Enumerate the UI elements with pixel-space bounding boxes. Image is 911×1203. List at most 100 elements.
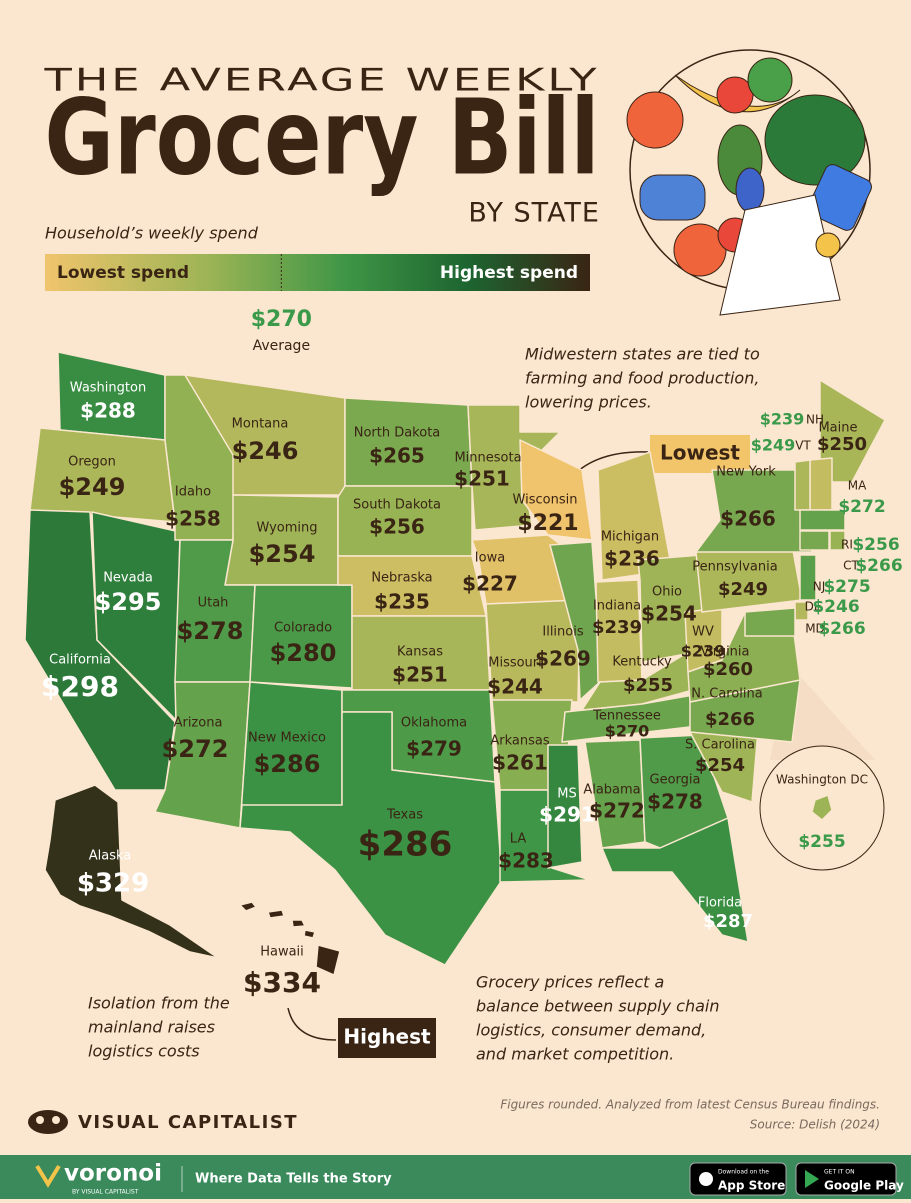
state-name: RI bbox=[841, 538, 853, 552]
state-name: DE bbox=[805, 600, 822, 614]
state-name: Oregon bbox=[68, 455, 116, 470]
state bbox=[485, 599, 581, 703]
source: Source: Delish (2024) bbox=[750, 1118, 880, 1132]
state-value: $258 bbox=[165, 507, 221, 531]
state-name: Alabama bbox=[583, 783, 640, 798]
state-name: Nevada bbox=[103, 571, 153, 586]
map: Washington $288 Oregon $249 California $298 Ne… bbox=[24, 351, 903, 999]
state-name: Iowa bbox=[475, 551, 505, 566]
app-store: App Store bbox=[718, 1179, 785, 1193]
state-name: Wyoming bbox=[256, 521, 317, 536]
state-value: $286 bbox=[254, 750, 321, 778]
state-value: $272 bbox=[162, 735, 229, 763]
state-value: $227 bbox=[462, 572, 518, 596]
state-value: $256 bbox=[369, 515, 425, 539]
state-name: S. Carolina bbox=[685, 738, 755, 753]
state-name: CT bbox=[843, 559, 859, 573]
state bbox=[499, 789, 591, 883]
state-value: $254 bbox=[249, 540, 316, 568]
state bbox=[829, 530, 846, 551]
state bbox=[794, 459, 811, 511]
state-name: Missouri bbox=[488, 656, 542, 671]
state-value: $246 bbox=[232, 437, 299, 465]
note-line: Isolation from the bbox=[88, 994, 230, 1013]
voronoi-mark bbox=[35, 1164, 61, 1188]
state-value: $270 bbox=[605, 722, 650, 741]
state-value: $246 bbox=[812, 597, 859, 617]
note-line: and market competition. bbox=[476, 1045, 674, 1064]
state-value: $244 bbox=[487, 675, 543, 699]
state bbox=[811, 794, 833, 821]
note-line: Grocery prices reflect a bbox=[476, 973, 664, 992]
state-name: LA bbox=[510, 832, 527, 847]
average-label: Average bbox=[253, 338, 311, 354]
state-value: $275 bbox=[823, 577, 870, 597]
play-icon bbox=[805, 1170, 819, 1188]
state-value: $334 bbox=[243, 966, 321, 999]
state-name: NH bbox=[806, 413, 824, 427]
google-play-badge[interactable] bbox=[795, 1162, 897, 1196]
state bbox=[239, 711, 503, 966]
state-name: Illinois bbox=[542, 625, 583, 640]
note-line: logistics, consumer demand, bbox=[476, 1021, 706, 1040]
app-store-small: Download on the bbox=[718, 1169, 769, 1176]
state-value: $254 bbox=[641, 602, 697, 626]
note-line: logistics costs bbox=[88, 1042, 200, 1061]
state-name: Idaho bbox=[175, 485, 211, 500]
state-value: $291 bbox=[539, 803, 595, 827]
state-name: N. Carolina bbox=[691, 687, 762, 702]
apple-icon bbox=[699, 1172, 713, 1186]
state-name: Indiana bbox=[593, 599, 641, 614]
state-value: $221 bbox=[517, 511, 578, 536]
state-value: $288 bbox=[80, 399, 136, 423]
state-name: WV bbox=[692, 625, 714, 640]
state-value: $239 bbox=[592, 617, 642, 638]
state bbox=[344, 397, 473, 487]
state bbox=[249, 584, 353, 689]
tagline: Where Data Tells the Story bbox=[195, 1172, 392, 1187]
state-value: $239 bbox=[681, 642, 726, 661]
state-value: $280 bbox=[270, 639, 337, 667]
note-line: balance between supply chain bbox=[476, 997, 719, 1016]
state-value: $249 bbox=[718, 579, 768, 600]
highest-arrow bbox=[287, 1007, 337, 1041]
state-name: Arizona bbox=[174, 716, 223, 731]
by-line: BY STATE bbox=[468, 198, 600, 229]
state bbox=[549, 541, 603, 701]
state bbox=[184, 374, 346, 496]
state-value: $266 bbox=[818, 619, 865, 639]
state-value: $266 bbox=[705, 709, 755, 730]
legend-high: Highest spend bbox=[440, 263, 578, 283]
state bbox=[819, 379, 886, 483]
state-value: $266 bbox=[720, 507, 776, 531]
state-name: Texas bbox=[386, 808, 423, 823]
state-name: New York bbox=[716, 465, 776, 480]
state-value: $287 bbox=[703, 911, 753, 932]
highest-tag-box bbox=[338, 1018, 436, 1058]
app-store-badge[interactable] bbox=[689, 1162, 787, 1196]
title: Grocery Bill bbox=[45, 76, 600, 198]
state bbox=[547, 744, 583, 869]
state-name: California bbox=[49, 653, 111, 668]
state-value: $251 bbox=[392, 663, 448, 687]
vc-logo bbox=[28, 1110, 68, 1134]
state-name: Michigan bbox=[601, 530, 659, 545]
state bbox=[601, 817, 749, 943]
brand: VISUAL CAPITALIST bbox=[78, 1112, 298, 1133]
state-value: $249 bbox=[59, 473, 126, 501]
state-name: Virginia bbox=[700, 645, 749, 660]
state-value: $272 bbox=[589, 799, 645, 823]
state-value: $286 bbox=[358, 825, 453, 865]
state-value: $329 bbox=[77, 869, 149, 899]
state bbox=[744, 607, 796, 637]
state-value: $251 bbox=[454, 467, 510, 491]
lowest-tag-box bbox=[650, 435, 750, 473]
note-line: mainland raises bbox=[88, 1018, 215, 1037]
legend-low: Lowest spend bbox=[57, 263, 189, 283]
state-name: Washington DC bbox=[776, 773, 868, 787]
state-value: $254 bbox=[695, 755, 745, 776]
state-value: $235 bbox=[374, 590, 430, 614]
state-name: Arkansas bbox=[490, 734, 549, 749]
state-name: MS bbox=[557, 787, 576, 802]
